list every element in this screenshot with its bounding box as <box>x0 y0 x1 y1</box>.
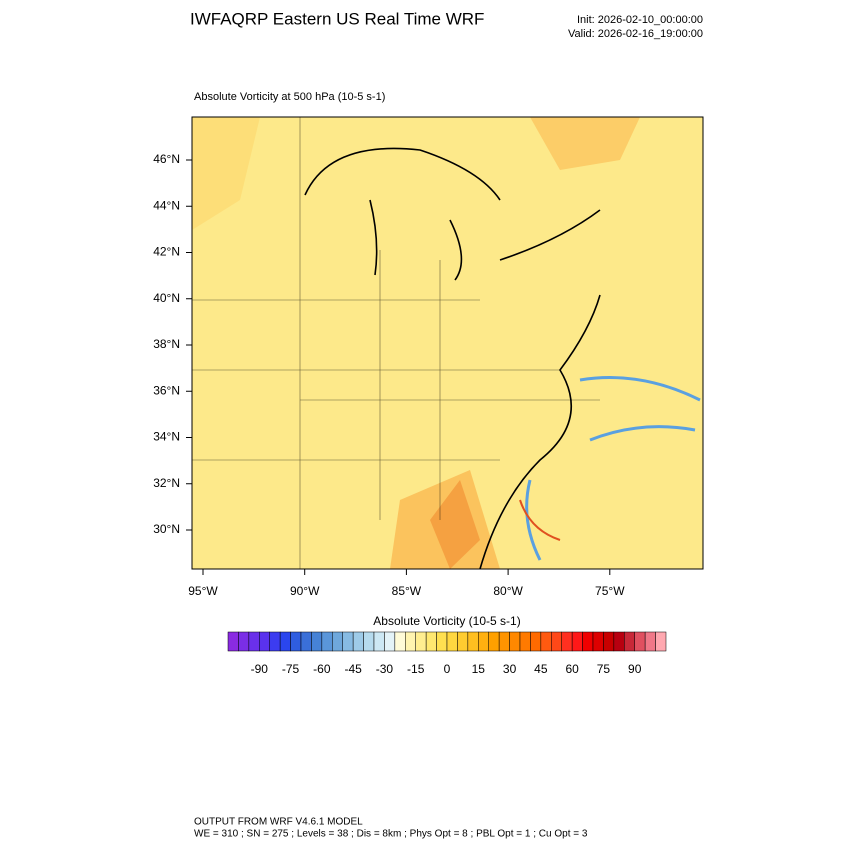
colorbar-box <box>405 631 416 652</box>
colorbar-box <box>551 631 562 652</box>
colorbar-box <box>363 631 375 652</box>
lat-labels: 46°N 44°N 42°N 40°N 38°N 36°N 34°N 32°N 30°N <box>153 152 192 536</box>
colorbar-box <box>624 631 635 652</box>
map <box>191 116 704 570</box>
colorbar-box <box>436 631 448 652</box>
colorbar-box <box>561 631 573 652</box>
colorbar-label: -75 <box>282 662 300 676</box>
colorbar-label: -60 <box>313 662 331 676</box>
lat-label: 30°N <box>153 522 180 536</box>
colorbar-label: -30 <box>376 662 394 676</box>
colorbar-title: Absolute Vorticity (10-5 s-1) <box>373 614 520 628</box>
lon-label: 75°W <box>595 584 625 598</box>
colorbar-box <box>498 631 510 652</box>
colorbar-label: -15 <box>407 662 425 676</box>
lat-label: 40°N <box>153 291 180 305</box>
footer-line: WE = 310 ; SN = 275 ; Levels = 38 ; Dis … <box>194 829 588 840</box>
colorbar-box <box>290 631 302 652</box>
colorbar-box <box>311 631 323 652</box>
subtitle: Absolute Vorticity at 500 hPa (10-5 s-1) <box>194 91 385 103</box>
colorbar-box <box>467 631 479 652</box>
colorbar-box <box>592 631 604 652</box>
colorbar-box <box>634 631 646 652</box>
colorbar-box <box>457 631 469 652</box>
colorbar-box <box>332 631 343 652</box>
colorbar-box <box>519 631 531 652</box>
lon-label: 85°W <box>392 584 422 598</box>
colorbar-box <box>227 631 239 652</box>
colorbar-box <box>644 631 656 652</box>
colorbar-box <box>269 631 281 652</box>
colorbar-box <box>540 631 552 652</box>
colorbar-box <box>415 631 427 652</box>
colorbar-box <box>394 631 406 652</box>
colorbar: -90 -75 -60 -45 -30 -15 0 15 30 45 60 75 90 <box>227 631 667 676</box>
lon-label: 95°W <box>188 584 218 598</box>
colorbar-box <box>352 631 364 652</box>
lat-label: 36°N <box>153 383 180 397</box>
colorbar-label: 30 <box>503 662 517 676</box>
lat-label: 32°N <box>153 476 180 490</box>
colorbar-box <box>342 631 354 652</box>
lat-label: 44°N <box>153 198 180 212</box>
colorbar-box <box>613 631 625 652</box>
colorbar-box <box>425 631 437 652</box>
init-time: Init: 2026-02-10_00:00:00 <box>577 14 703 26</box>
colorbar-box <box>321 631 333 652</box>
colorbar-label: 75 <box>597 662 611 676</box>
lat-label: 38°N <box>153 337 180 351</box>
colorbar-box <box>300 631 312 652</box>
lon-label: 90°W <box>290 584 320 598</box>
colorbar-label: 45 <box>534 662 548 676</box>
valid-time: Valid: 2026-02-16_19:00:00 <box>568 28 703 40</box>
footer-line: OUTPUT FROM WRF V4.6.1 MODEL <box>194 817 363 828</box>
colorbar-label: -45 <box>344 662 362 676</box>
colorbar-box <box>530 631 542 652</box>
title: IWFAQRP Eastern US Real Time WRF <box>190 9 484 28</box>
colorbar-box <box>238 631 250 652</box>
colorbar-box <box>478 631 489 652</box>
colorbar-box <box>571 631 583 652</box>
colorbar-box <box>582 631 594 652</box>
colorbar-label: 15 <box>472 662 486 676</box>
colorbar-label: 90 <box>628 662 642 676</box>
colorbar-box <box>259 631 270 652</box>
colorbar-box <box>279 631 291 652</box>
colorbar-box <box>655 631 667 652</box>
colorbar-label: 0 <box>444 662 451 676</box>
lat-label: 42°N <box>153 245 180 259</box>
lon-labels: 95°W 90°W 85°W 80°W 75°W <box>188 569 625 598</box>
lat-label: 34°N <box>153 430 180 444</box>
colorbar-box <box>603 631 615 652</box>
colorbar-box <box>373 631 385 652</box>
colorbar-box <box>488 631 500 652</box>
colorbar-box <box>384 631 396 652</box>
colorbar-label: -90 <box>251 662 269 676</box>
lat-label: 46°N <box>153 152 180 166</box>
colorbar-box <box>509 631 521 652</box>
colorbar-box <box>248 631 260 652</box>
colorbar-label: 60 <box>565 662 579 676</box>
lon-label: 80°W <box>493 584 523 598</box>
colorbar-box <box>446 631 458 652</box>
